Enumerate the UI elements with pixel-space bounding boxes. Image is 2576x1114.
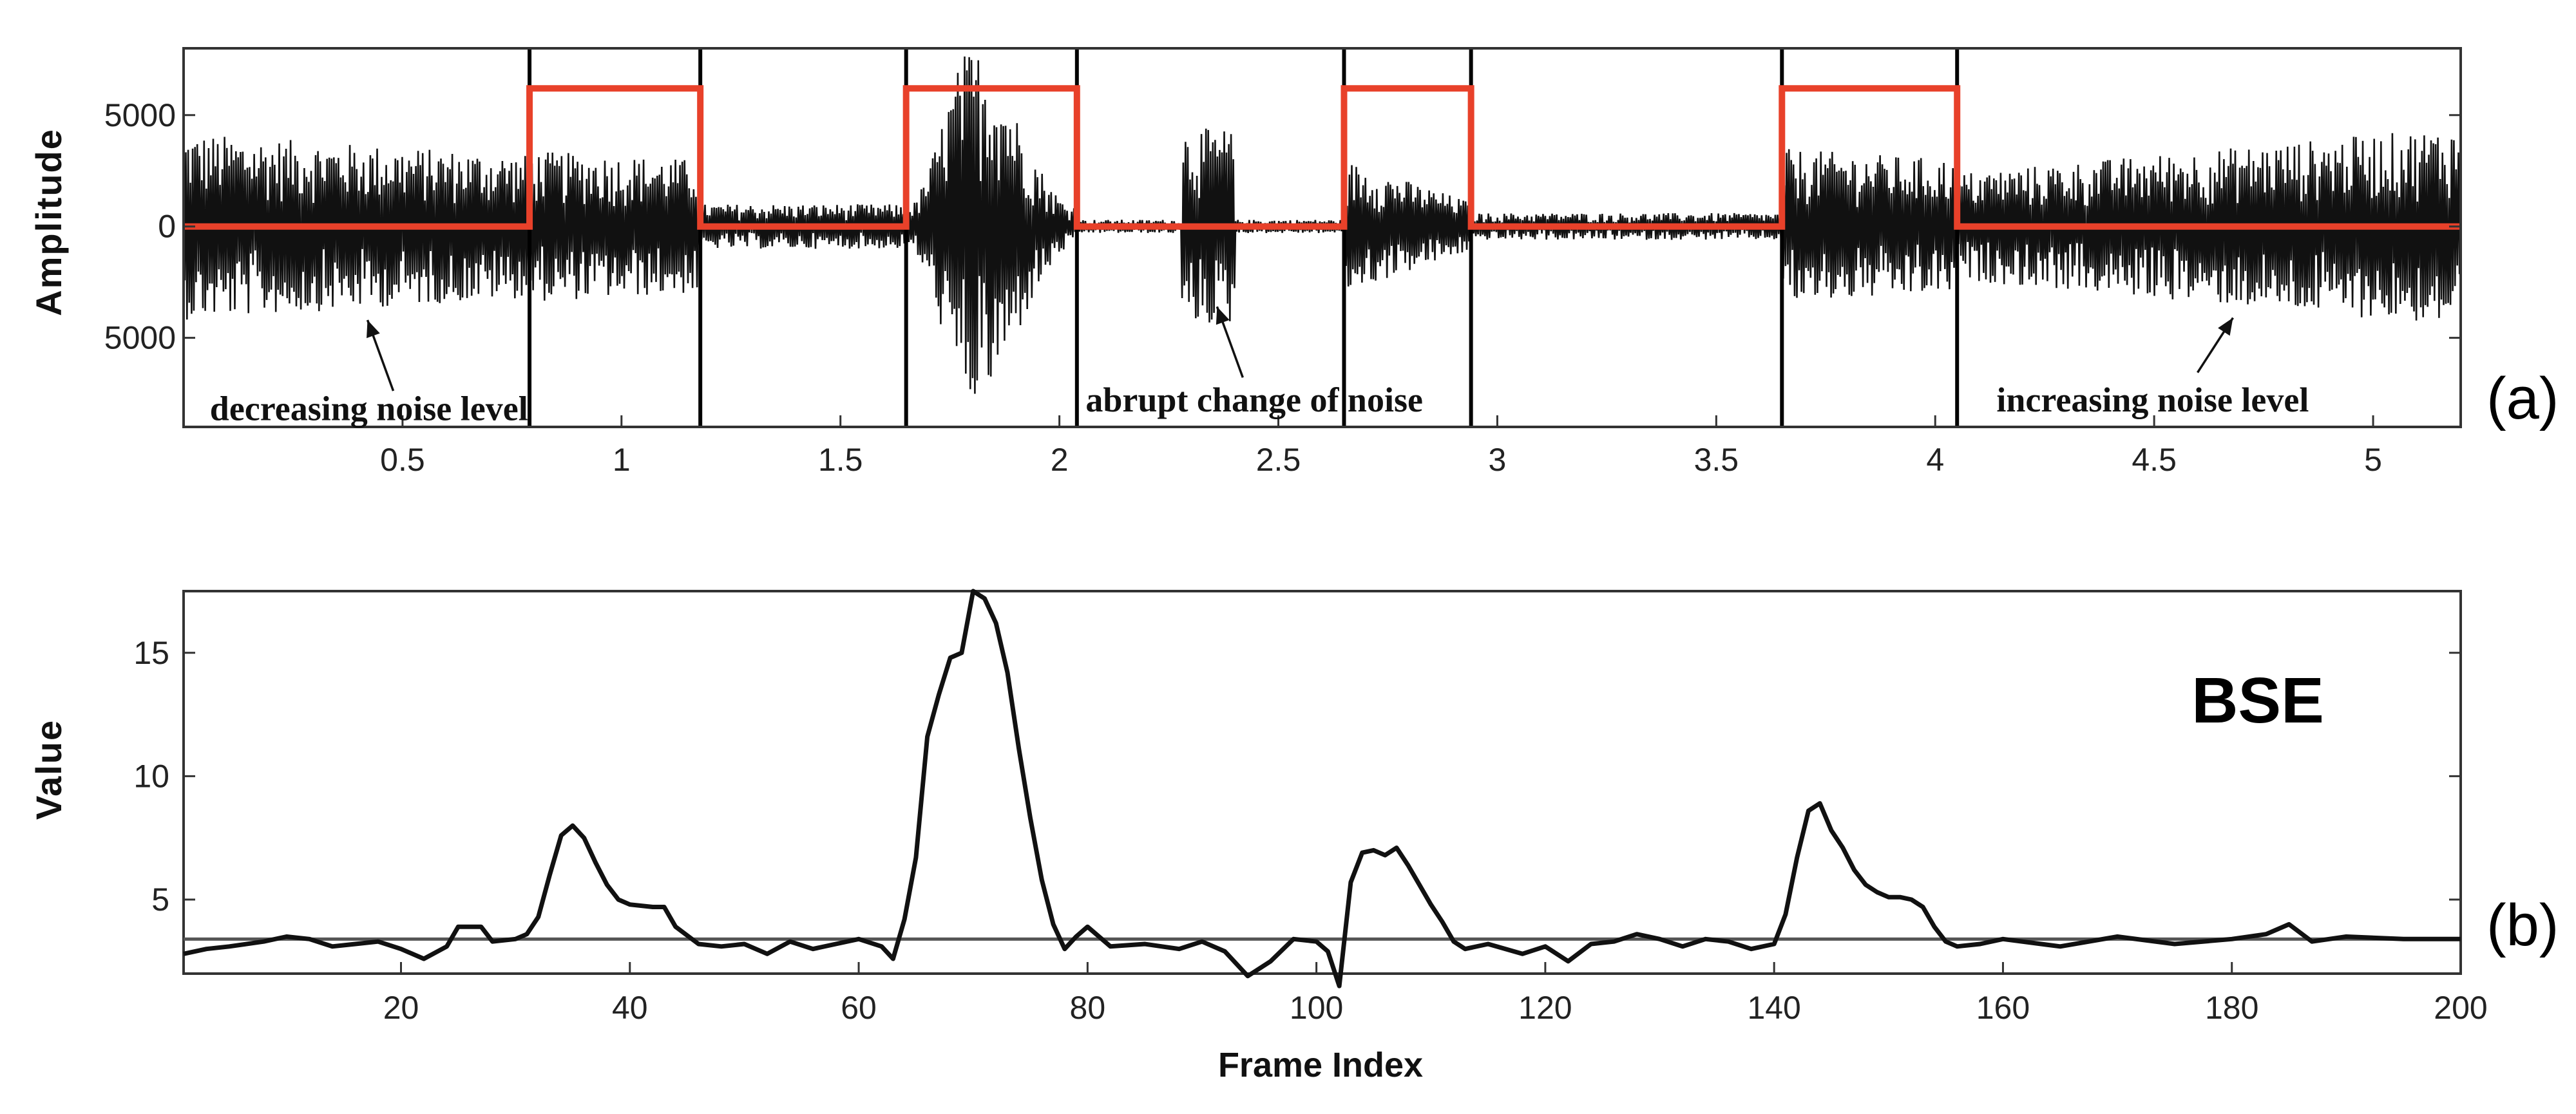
x-tick-label: 5 (2364, 442, 2382, 478)
y-tick-label: 0 (158, 209, 176, 245)
annotation-arrowhead-2 (1216, 307, 1230, 325)
y-axis-label: Amplitude (28, 128, 69, 316)
plot-frame (182, 47, 2462, 428)
x-tick-label: 0.5 (380, 442, 425, 478)
x-tick-label: 180 (2205, 990, 2258, 1026)
x-tick-label: 40 (612, 990, 648, 1026)
indicator-step-line (184, 85, 2461, 230)
x-tick-label: 2 (1051, 442, 1069, 478)
series-label-bse: BSE (2191, 665, 2324, 737)
annotation-text-3: increasing noise level (1996, 381, 2309, 419)
x-axis-ticks: 20 40 60 80 100 120 140 160 180 200 (383, 962, 2488, 1026)
annotation-arrowhead-3 (2218, 317, 2233, 336)
x-tick-label: 1.5 (818, 442, 863, 478)
panel-a-waveform-chart: 5000 0 5000 0.5 1 1.5 2 2.5 3 3.5 4 4.5 5 decreasin… (28, 47, 2559, 478)
waveform-trace (182, 56, 2462, 394)
x-tick-label: 20 (383, 990, 419, 1026)
x-tick-label: 1 (613, 442, 631, 478)
waveform-signal (182, 56, 2462, 394)
x-tick-label: 4 (1926, 442, 1944, 478)
noise-change-indicator (184, 85, 2461, 230)
plot-frame (182, 590, 2462, 975)
x-tick-label: 100 (1290, 990, 1343, 1026)
x-tick-label: 80 (1070, 990, 1106, 1026)
x-tick-label: 3.5 (1694, 442, 1739, 478)
x-tick-label: 120 (1518, 990, 1572, 1026)
panel-b-bse-chart: 5 10 15 20 40 60 80 100 120 140 160 180 200 Value F… (28, 589, 2559, 1084)
x-tick-label: 4.5 (2132, 442, 2177, 478)
x-axis-label: Frame Index (1218, 1046, 1423, 1084)
x-tick-label: 60 (841, 990, 877, 1026)
plot-border (182, 47, 2462, 428)
annotation-arrowhead-1 (367, 319, 380, 339)
y-tick-label: 5000 (104, 97, 176, 133)
series-line-bse (183, 589, 2461, 988)
y-tick-label: 5000 (104, 320, 176, 356)
annotation-text-1: decreasing noise level (210, 390, 528, 428)
x-tick-label: 140 (1747, 990, 1800, 1026)
x-tick-label: 2.5 (1256, 442, 1301, 478)
y-tick-label: 15 (133, 635, 169, 671)
y-tick-label: 5 (151, 882, 169, 918)
panel-label-b: (b) (2486, 892, 2559, 958)
x-tick-label: 3 (1489, 442, 1507, 478)
y-axis-ticks: 5000 0 5000 (104, 97, 2461, 356)
x-tick-label: 200 (2434, 990, 2487, 1026)
annotation-text-2: abrupt change of noise (1085, 381, 1423, 419)
x-tick-label: 160 (1976, 990, 2030, 1026)
y-axis-ticks: 5 10 15 (133, 635, 2461, 918)
y-axis-label: Value (28, 719, 69, 820)
x-axis-ticks: 0.5 1 1.5 2 2.5 3 3.5 4 4.5 5 (380, 415, 2382, 478)
panel-label-a: (a) (2486, 366, 2559, 431)
plot-border (182, 590, 2462, 975)
y-tick-label: 10 (133, 758, 169, 794)
annotations: decreasing noise level abrupt change of n… (210, 306, 2309, 428)
